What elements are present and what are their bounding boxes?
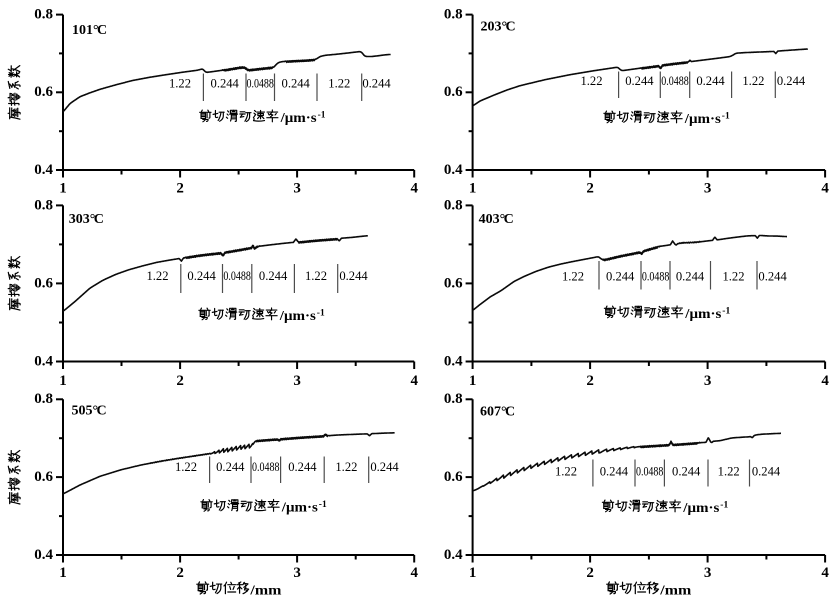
- svg-text:4: 4: [821, 373, 829, 389]
- svg-text:-1: -1: [319, 500, 327, 510]
- svg-text:-1: -1: [317, 308, 325, 318]
- svg-text:1.22: 1.22: [742, 74, 764, 88]
- svg-text:0.6: 0.6: [444, 275, 463, 291]
- svg-text:2: 2: [176, 373, 184, 389]
- svg-text:0.6: 0.6: [34, 469, 53, 485]
- svg-text:0.0488: 0.0488: [642, 270, 670, 284]
- svg-text:4: 4: [410, 181, 418, 197]
- svg-text:0.8: 0.8: [34, 7, 53, 23]
- svg-text:1: 1: [469, 565, 477, 581]
- svg-text:1: 1: [469, 181, 477, 197]
- svg-text:1.22: 1.22: [169, 77, 191, 91]
- svg-text:0.4: 0.4: [444, 547, 463, 563]
- svg-text:0.6: 0.6: [444, 469, 463, 485]
- svg-text:3: 3: [704, 565, 712, 581]
- svg-text:4: 4: [410, 565, 418, 581]
- svg-text:0.244: 0.244: [672, 464, 701, 478]
- svg-text:0.244: 0.244: [211, 77, 240, 91]
- svg-text:1.22: 1.22: [555, 464, 577, 478]
- svg-text:0.8: 0.8: [444, 197, 463, 213]
- svg-text:0.244: 0.244: [187, 269, 216, 283]
- svg-text:0.0488: 0.0488: [223, 269, 251, 283]
- svg-text:0.0488: 0.0488: [252, 460, 280, 474]
- svg-text:505°C: 505°C: [72, 404, 107, 419]
- svg-text:0.244: 0.244: [696, 74, 725, 88]
- svg-text:0.4: 0.4: [34, 547, 53, 563]
- svg-text:3: 3: [704, 373, 712, 389]
- svg-text:1: 1: [59, 181, 67, 197]
- svg-text:0.4: 0.4: [444, 353, 463, 369]
- svg-text:0.244: 0.244: [676, 270, 705, 284]
- svg-text:0.0488: 0.0488: [246, 77, 274, 91]
- svg-text:3: 3: [293, 565, 301, 581]
- svg-text:0.244: 0.244: [606, 270, 635, 284]
- svg-text:4: 4: [821, 565, 829, 581]
- svg-text:203°C: 203°C: [481, 19, 516, 34]
- svg-text:0.244: 0.244: [282, 77, 311, 91]
- svg-text:0.244: 0.244: [777, 74, 806, 88]
- svg-text:0.244: 0.244: [600, 464, 629, 478]
- svg-text:0.8: 0.8: [444, 7, 463, 23]
- svg-text:3: 3: [293, 181, 301, 197]
- svg-text:0.244: 0.244: [288, 460, 317, 474]
- svg-text:0.244: 0.244: [362, 77, 391, 91]
- svg-text:1: 1: [59, 565, 67, 581]
- svg-text:/μm·s: /μm·s: [684, 306, 721, 321]
- svg-text:1.22: 1.22: [328, 77, 350, 91]
- svg-text:0.6: 0.6: [34, 275, 53, 291]
- svg-text:0.0488: 0.0488: [636, 464, 664, 478]
- svg-text:2: 2: [176, 565, 184, 581]
- svg-text:/μm·s: /μm·s: [281, 500, 318, 515]
- svg-text:0.4: 0.4: [444, 162, 463, 178]
- svg-text:0.244: 0.244: [370, 460, 399, 474]
- svg-text:-1: -1: [722, 111, 730, 121]
- svg-text:4: 4: [821, 181, 829, 197]
- svg-text:/mm: /mm: [659, 582, 692, 597]
- svg-text:0.8: 0.8: [34, 391, 53, 407]
- svg-text:-1: -1: [722, 306, 730, 316]
- svg-text:1.22: 1.22: [722, 270, 744, 284]
- svg-text:2: 2: [586, 565, 594, 581]
- svg-text:/mm: /mm: [249, 582, 282, 597]
- svg-text:0.244: 0.244: [339, 269, 368, 283]
- svg-text:/μm·s: /μm·s: [682, 500, 719, 515]
- svg-text:1.22: 1.22: [335, 460, 357, 474]
- svg-text:2: 2: [586, 181, 594, 197]
- svg-text:1.22: 1.22: [175, 460, 197, 474]
- svg-text:/μm·s: /μm·s: [279, 308, 316, 323]
- svg-text:607°C: 607°C: [480, 404, 515, 419]
- svg-text:0.0488: 0.0488: [661, 74, 689, 88]
- svg-text:0.8: 0.8: [34, 197, 53, 213]
- svg-text:-1: -1: [318, 110, 326, 120]
- svg-text:1: 1: [469, 373, 477, 389]
- svg-text:0.4: 0.4: [34, 353, 53, 369]
- svg-text:303°C: 303°C: [69, 212, 104, 227]
- svg-text:0.244: 0.244: [216, 460, 245, 474]
- svg-text:1.22: 1.22: [718, 464, 740, 478]
- svg-text:4: 4: [410, 373, 418, 389]
- svg-text:3: 3: [704, 181, 712, 197]
- svg-text:2: 2: [586, 373, 594, 389]
- svg-text:403°C: 403°C: [479, 212, 514, 227]
- svg-text:0.244: 0.244: [752, 464, 781, 478]
- svg-text:1.22: 1.22: [305, 269, 327, 283]
- svg-text:0.244: 0.244: [625, 74, 654, 88]
- svg-text:/μm·s: /μm·s: [684, 111, 721, 126]
- svg-text:1: 1: [59, 373, 67, 389]
- svg-text:2: 2: [176, 181, 184, 197]
- svg-text:0.244: 0.244: [758, 270, 787, 284]
- svg-text:1.22: 1.22: [580, 74, 602, 88]
- svg-text:0.6: 0.6: [34, 84, 53, 100]
- svg-text:1.22: 1.22: [562, 270, 584, 284]
- svg-text:1.22: 1.22: [146, 269, 168, 283]
- svg-text:0.6: 0.6: [444, 84, 463, 100]
- svg-text:-1: -1: [720, 500, 728, 510]
- svg-text:101°C: 101°C: [72, 23, 107, 38]
- svg-text:/μm·s: /μm·s: [279, 110, 316, 125]
- svg-text:3: 3: [293, 373, 301, 389]
- svg-text:0.4: 0.4: [34, 162, 53, 178]
- svg-text:0.8: 0.8: [444, 391, 463, 407]
- svg-text:0.244: 0.244: [259, 269, 288, 283]
